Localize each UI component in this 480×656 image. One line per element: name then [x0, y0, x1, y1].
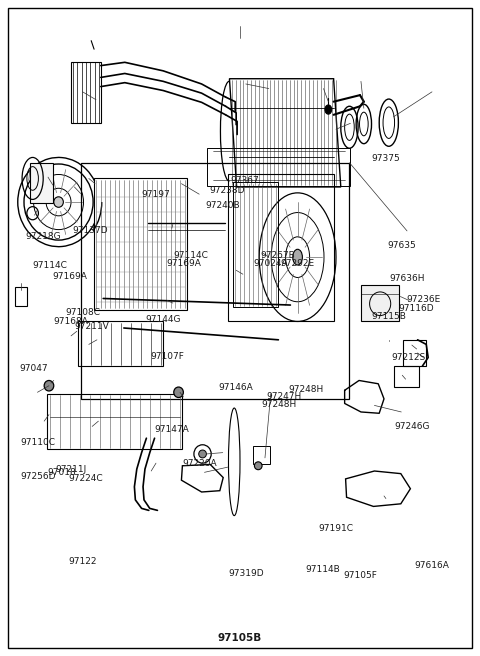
- Bar: [394, 366, 419, 387]
- Bar: [15, 287, 27, 306]
- Bar: [361, 285, 399, 321]
- Bar: [253, 446, 270, 464]
- Text: 97238D: 97238D: [210, 186, 245, 195]
- Ellipse shape: [383, 107, 395, 138]
- Text: 97105B: 97105B: [218, 632, 262, 643]
- Text: 97256D: 97256D: [20, 472, 56, 482]
- Text: 97137D: 97137D: [72, 226, 108, 236]
- Text: 97122: 97122: [68, 557, 96, 566]
- Text: 97115B: 97115B: [372, 312, 406, 321]
- Text: 97108C: 97108C: [65, 308, 100, 318]
- Text: 97047: 97047: [19, 363, 48, 373]
- Bar: [228, 174, 334, 321]
- Text: 97147A: 97147A: [155, 424, 189, 434]
- Text: 97240B: 97240B: [205, 201, 240, 210]
- Text: 97292E: 97292E: [280, 259, 315, 268]
- Text: 97319D: 97319D: [228, 569, 264, 578]
- Text: 97191C: 97191C: [319, 524, 353, 533]
- Text: 97246G: 97246G: [394, 422, 430, 431]
- Text: 97169A: 97169A: [166, 259, 201, 268]
- Text: 97146A: 97146A: [219, 383, 253, 392]
- Text: 97367: 97367: [230, 176, 259, 185]
- Bar: [94, 178, 187, 310]
- Ellipse shape: [174, 387, 183, 398]
- Text: 97224C: 97224C: [68, 474, 103, 483]
- Ellipse shape: [199, 450, 206, 458]
- Ellipse shape: [325, 105, 332, 114]
- Text: 97635: 97635: [387, 241, 416, 250]
- Text: 97114B: 97114B: [305, 565, 340, 574]
- Text: 97197: 97197: [142, 190, 170, 199]
- Text: 97144G: 97144G: [145, 315, 181, 324]
- Bar: [403, 340, 426, 366]
- Bar: [207, 148, 350, 186]
- Text: 97211V: 97211V: [75, 322, 109, 331]
- Text: 97116D: 97116D: [399, 304, 434, 313]
- Bar: [47, 394, 182, 449]
- Text: 97110C: 97110C: [20, 438, 55, 447]
- Text: 97107F: 97107F: [150, 352, 184, 361]
- Text: 97169A: 97169A: [53, 272, 88, 281]
- Text: 97114C: 97114C: [33, 260, 68, 270]
- Bar: [71, 62, 101, 123]
- Text: 97267B: 97267B: [260, 251, 295, 260]
- Text: 97236E: 97236E: [406, 295, 441, 304]
- Text: 97636H: 97636H: [389, 274, 425, 283]
- Text: 97248H: 97248H: [288, 385, 323, 394]
- Text: 97211J: 97211J: [55, 465, 87, 474]
- Ellipse shape: [254, 462, 262, 470]
- Text: 97168A: 97168A: [54, 317, 88, 326]
- Text: 97105F: 97105F: [343, 571, 377, 581]
- Ellipse shape: [360, 112, 368, 136]
- Text: 97212S: 97212S: [392, 353, 426, 362]
- Text: 97018: 97018: [47, 468, 76, 477]
- Text: 97220A: 97220A: [182, 459, 216, 468]
- Ellipse shape: [44, 380, 54, 391]
- Bar: [78, 321, 163, 366]
- Text: 97248H: 97248H: [262, 400, 297, 409]
- Ellipse shape: [54, 197, 63, 207]
- Ellipse shape: [293, 249, 302, 265]
- Text: 97616A: 97616A: [415, 561, 449, 570]
- Text: 97247H: 97247H: [266, 392, 301, 401]
- Text: 97114C: 97114C: [174, 251, 208, 260]
- Text: 97375: 97375: [372, 154, 400, 163]
- Bar: [81, 163, 349, 399]
- Text: 97024A: 97024A: [253, 259, 288, 268]
- Text: 97218G: 97218G: [25, 232, 61, 241]
- Bar: [233, 182, 278, 307]
- Bar: [30, 163, 53, 203]
